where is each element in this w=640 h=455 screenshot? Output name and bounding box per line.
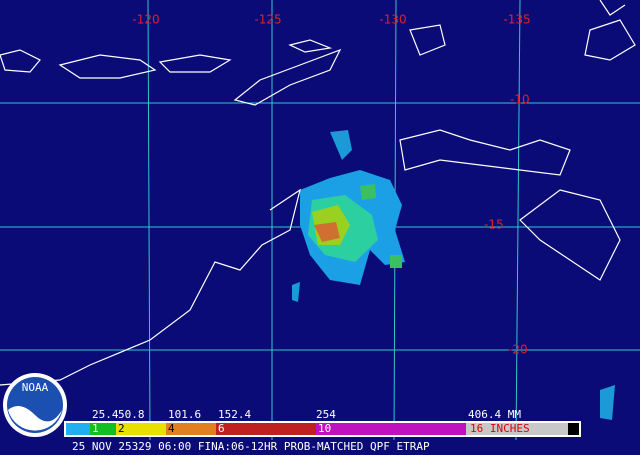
color-segment [66,423,90,435]
longitude-label: -130 [379,13,406,27]
coast-segment [399,129,571,176]
inch-label: 1 [92,422,99,435]
shape [360,184,376,200]
latitude-label: -10 [510,93,530,107]
shape [600,385,615,420]
shape [314,222,340,242]
color-segment [568,423,579,435]
shape [330,130,352,160]
coast-segment [58,54,157,79]
coast-segment [158,54,232,73]
coast-segment [0,49,41,73]
inch-label: 2 [118,422,125,435]
mm-label: 50.8 [118,408,145,421]
caption: 25 NOV 25329 06:00 FINA:06-12HR PROB-MAT… [72,440,430,453]
color-segment [216,423,316,435]
inch-label: 16 INCHES [470,422,530,435]
coastline [0,0,636,386]
color-segment [116,423,166,435]
inch-label: 10 [318,422,331,435]
coast-segment [409,24,446,56]
coast-segment [288,39,333,53]
shape [292,282,300,302]
mm-label: 406.4 MM [468,408,521,421]
longitude-label: -125 [254,13,281,27]
coast-segment [519,189,621,281]
noaa-logo: NOAA [3,373,67,437]
coast-segment [233,48,342,106]
logo-wave [8,406,62,431]
mm-label: 254 [316,408,336,421]
longitude-label: -135 [503,13,530,27]
longitude-label: -120 [132,13,159,27]
meridian [515,0,521,441]
mm-label: 152.4 [218,408,251,421]
precipitation [292,130,615,420]
shape [390,255,402,268]
inch-label: 4 [168,422,175,435]
mm-label: 25.4 [92,408,119,421]
meridian [147,0,151,441]
logo-text: NOAA [22,381,49,394]
inch-label: 6 [218,422,225,435]
color-segment [90,423,116,435]
color-segment [316,423,466,435]
color-segment [166,423,216,435]
latitude-label: -15 [484,218,504,232]
coast-segment [584,19,636,61]
color-segment [466,423,568,435]
mm-label: 101.6 [168,408,201,421]
latitude-label: -20 [508,343,528,357]
color-bar [64,421,581,437]
coast-segment [0,188,301,386]
coast-segment [599,0,626,16]
